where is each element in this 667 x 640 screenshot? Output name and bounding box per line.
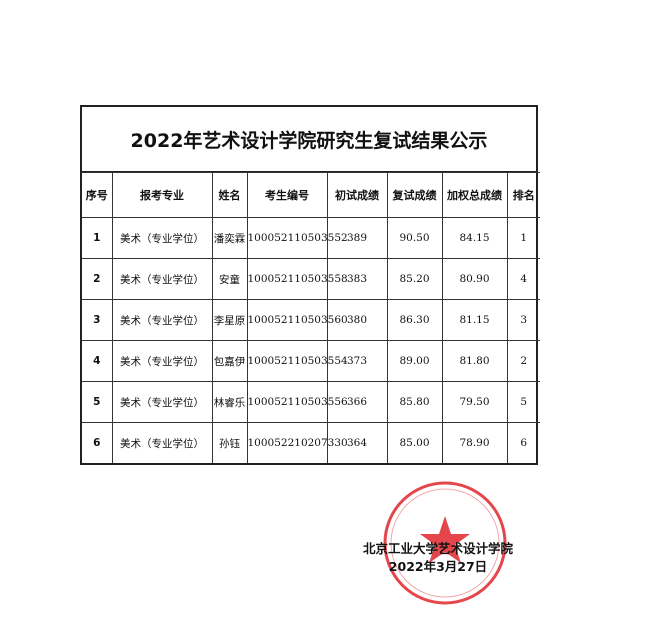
table-cell: 85.20: [386, 258, 443, 300]
official-seal-stamp: [383, 481, 507, 605]
column-header: 初试成绩: [326, 172, 388, 218]
table-cell: 美术（专业学位）: [111, 381, 213, 423]
table-cell: 4: [506, 258, 540, 300]
table-cell: 100052110503556: [246, 381, 348, 423]
table-cell: 100052110503554: [246, 340, 348, 382]
table-cell: 李星原: [211, 299, 248, 341]
table-cell: 81.80: [441, 340, 508, 382]
table-cell: 100052210207330: [246, 422, 348, 463]
table-cell: 4: [82, 340, 113, 382]
table-row: 3 美术（专业学位） 李星原 100052110503560 380 86.30 81.15…: [82, 299, 540, 341]
table-cell: 1: [506, 217, 540, 259]
results-table: 序号 报考专业 姓名 考生编号 初试成绩 复试成绩 加权总成绩 排名 1 美术（专业学位） 潘奕霖…: [82, 172, 540, 463]
document-title: 2022年艺术设计学院研究生复试结果公示: [82, 107, 536, 172]
column-header: 报考专业: [111, 172, 213, 218]
table-cell: 100052110503558: [246, 258, 348, 300]
column-header: 加权总成绩: [441, 172, 508, 218]
column-header: 排名: [506, 172, 540, 218]
results-document: 2022年艺术设计学院研究生复试结果公示 序号 报考专业 姓名 考生编号 初试成绩 复试成…: [80, 105, 540, 465]
table-cell: 89.00: [386, 340, 443, 382]
table-cell: 84.15: [441, 217, 508, 259]
table-cell: 6: [82, 422, 113, 463]
table-cell: 包嘉伊: [211, 340, 248, 382]
table-cell: 389: [326, 217, 388, 259]
signature-org: 北京工业大学艺术设计学院: [362, 541, 513, 556]
table-cell: 79.50: [441, 381, 508, 423]
column-header: 序号: [82, 172, 113, 218]
star-icon: [420, 516, 470, 563]
signature-block: 北京工业大学艺术设计学院 2022年3月27日: [338, 540, 538, 576]
table-cell: 100052110503552: [246, 217, 348, 259]
table-cell: 美术（专业学位）: [111, 340, 213, 382]
table-row: 5 美术（专业学位） 林睿乐 100052110503556 366 85.80 79.50…: [82, 381, 540, 423]
table-cell: 美术（专业学位）: [111, 258, 213, 300]
table-cell: 383: [326, 258, 388, 300]
table-cell: 3: [506, 299, 540, 341]
table-cell: 2: [506, 340, 540, 382]
header-row: 序号 报考专业 姓名 考生编号 初试成绩 复试成绩 加权总成绩 排名: [82, 172, 540, 218]
table-cell: 90.50: [386, 217, 443, 259]
table-cell: 100052110503560: [246, 299, 348, 341]
table-cell: 5: [82, 381, 113, 423]
table-cell: 美术（专业学位）: [111, 217, 213, 259]
table-cell: 孙钰: [211, 422, 248, 463]
table-cell: 373: [326, 340, 388, 382]
signature-date: 2022年3月27日: [388, 559, 488, 574]
column-header: 姓名: [211, 172, 248, 218]
table-cell: 85.00: [386, 422, 443, 463]
table-row: 2 美术（专业学位） 安童 100052110503558 383 85.20 80.90 4: [82, 258, 540, 300]
table-cell: 1: [82, 217, 113, 259]
table-cell: 5: [506, 381, 540, 423]
table-cell: 安童: [211, 258, 248, 300]
table-cell: 85.80: [386, 381, 443, 423]
table-cell: 3: [82, 299, 113, 341]
table-cell: 潘奕霖: [211, 217, 248, 259]
table-row: 4 美术（专业学位） 包嘉伊 100052110503554 373 89.00 81.80…: [82, 340, 540, 382]
column-header: 考生编号: [246, 172, 328, 218]
table-cell: 6: [506, 422, 540, 463]
table-cell: 81.15: [441, 299, 508, 341]
table-cell: 2: [82, 258, 113, 300]
table-cell: 86.30: [386, 299, 443, 341]
table-row: 6 美术（专业学位） 孙钰 100052210207330 364 85.00 78.90 6: [82, 422, 540, 463]
table-cell: 美术（专业学位）: [111, 422, 213, 463]
column-header: 复试成绩: [386, 172, 443, 218]
table-cell: 80.90: [441, 258, 508, 300]
table-cell: 78.90: [441, 422, 508, 463]
table-cell: 林睿乐: [211, 381, 248, 423]
table-cell: 美术（专业学位）: [111, 299, 213, 341]
table-row: 1 美术（专业学位） 潘奕霖 100052110503552 389 90.50 84.15…: [82, 217, 540, 259]
